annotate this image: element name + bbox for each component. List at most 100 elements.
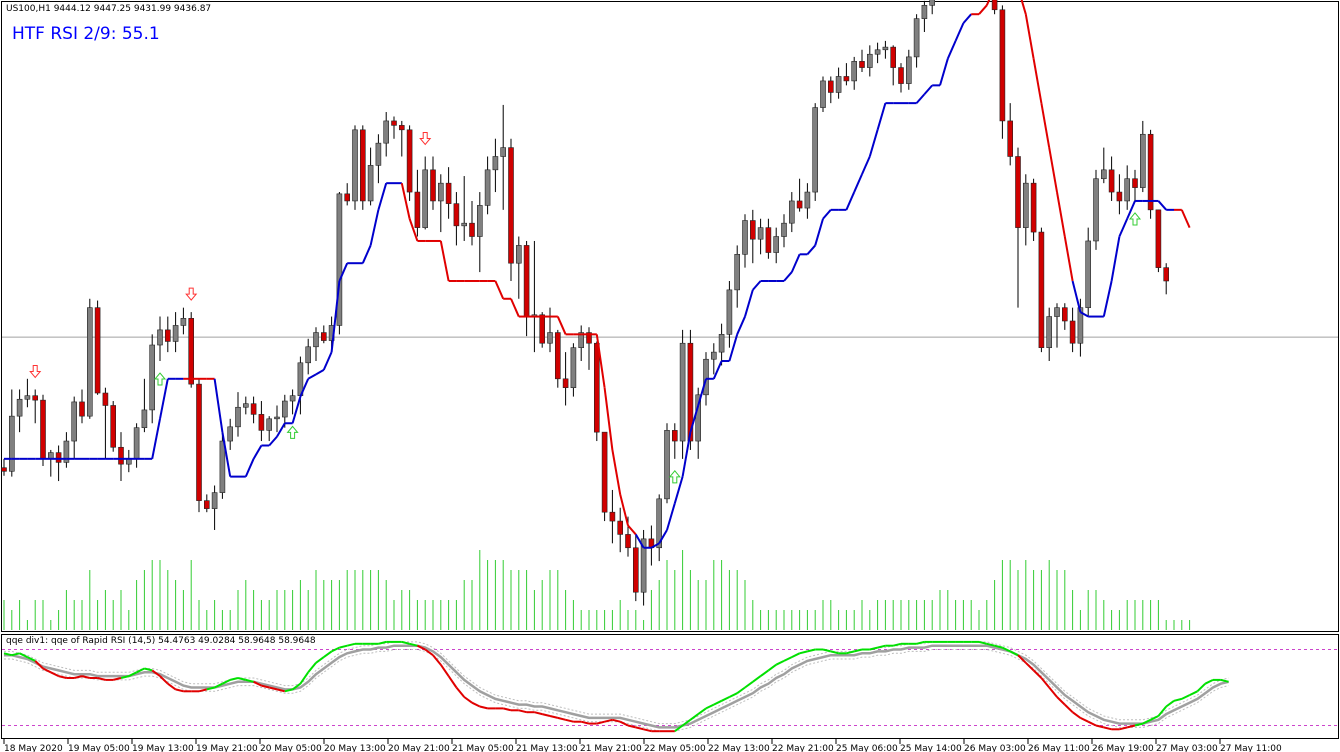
qqe-fast-segment — [1064, 703, 1074, 713]
trail-segment — [611, 449, 622, 495]
qqe-fast-segment — [50, 671, 60, 677]
qqe-fast-segment — [1025, 662, 1035, 672]
qqe-fast-segment — [1134, 722, 1144, 727]
trail-segment — [978, 4, 988, 15]
candle-body — [539, 314, 546, 344]
candle-body — [578, 332, 585, 348]
candle-body — [157, 329, 163, 346]
trail-segment — [221, 431, 232, 477]
qqe-fast-segment — [799, 650, 808, 655]
candle-body — [710, 351, 717, 360]
qqe-fast-segment — [1181, 694, 1191, 700]
candle-body — [274, 416, 280, 420]
volume-histogram — [3, 550, 1191, 630]
time-label: 22 May 21:00 — [772, 744, 834, 752]
trail-segment — [1071, 280, 1082, 313]
qqe-fast-segment — [557, 716, 566, 721]
trail-segment — [299, 378, 310, 397]
qqe-fast-segment — [689, 713, 699, 721]
candle-body — [149, 344, 155, 411]
candle-body — [141, 409, 148, 429]
candle-body — [913, 18, 920, 58]
trail-segment — [252, 444, 263, 460]
candle-body — [593, 342, 600, 433]
candle-body — [281, 400, 288, 418]
htf-rsi-label: HTF RSI 2/9: 55.1 — [12, 24, 160, 44]
qqe-fast-segment — [604, 718, 613, 723]
qqe-fast-segment — [1056, 696, 1066, 706]
candle-body — [484, 169, 491, 206]
trail-segment — [159, 378, 169, 420]
trail-segment — [1063, 236, 1074, 282]
candle-body — [929, 0, 936, 6]
qqe-fast-segment — [1204, 679, 1214, 685]
trail-segment — [595, 334, 606, 388]
candle-body — [703, 358, 709, 396]
candle-body — [344, 193, 351, 202]
candle-body — [1, 467, 7, 472]
candles — [1, 0, 1169, 606]
qqe-fast-segment — [439, 664, 450, 677]
qqe-fast-segment — [1103, 726, 1112, 731]
qqe-fast-segment — [916, 640, 925, 645]
candle-body — [79, 401, 85, 417]
qqe-fast-segment — [175, 688, 184, 693]
qqe-fast-segment — [1157, 705, 1167, 717]
trail-segment — [1110, 236, 1121, 282]
candle-body — [63, 440, 70, 463]
trailing-stop-line — [4, 0, 1191, 549]
qqe-fast-segment — [877, 644, 886, 649]
qqe-band-upper — [4, 641, 1229, 725]
trail-segment — [1102, 280, 1113, 317]
candle-body — [1062, 307, 1068, 322]
candle-body — [999, 9, 1006, 122]
qqe-fast-segment — [1150, 715, 1159, 721]
qqe-fast-segment — [237, 677, 247, 681]
trail-segment — [853, 173, 863, 193]
main-panel-border — [1, 1, 1339, 632]
trail-segment — [985, 0, 991, 6]
qqe-fast-segment — [471, 701, 481, 708]
trail-segment — [868, 129, 879, 157]
qqe-fast-segment — [783, 656, 793, 662]
candle-body — [383, 120, 390, 144]
candle-body — [586, 332, 592, 344]
qqe-fast-segment — [1173, 697, 1183, 702]
trail-segment — [954, 22, 965, 42]
indicator-panel-border — [1, 634, 1339, 739]
qqe-fast-segment — [401, 640, 410, 645]
candle-body — [1015, 156, 1021, 228]
qqe-fast-segment — [268, 686, 278, 691]
candle-body — [437, 182, 444, 202]
trail-segment — [806, 244, 816, 255]
qqe-fast-segment — [81, 675, 91, 679]
candle-body — [718, 334, 725, 353]
trail-segment — [876, 102, 887, 131]
candle-body — [1147, 133, 1154, 211]
time-axis: 18 May 2020 19 May 05:00 19 May 13:00 19 Ma… — [3, 739, 1282, 752]
candle-body — [1085, 240, 1091, 308]
qqe-fast-segment — [1009, 650, 1019, 657]
qqe-fast-segment — [253, 680, 262, 687]
candle-body — [196, 383, 202, 501]
trail-segment — [377, 182, 388, 211]
qqe-fast-segment — [1126, 724, 1136, 729]
trail-segment — [783, 271, 793, 282]
time-label: 26 May 11:00 — [1028, 744, 1090, 752]
arrow-down-icon — [185, 287, 198, 301]
trail-segment — [673, 476, 684, 504]
qqe-fast-segment — [549, 715, 559, 719]
qqe-fast-segment — [1196, 682, 1206, 693]
trail-segment — [728, 334, 739, 362]
candle-body — [250, 403, 257, 415]
candle-body — [266, 418, 273, 431]
trail-segment — [322, 351, 333, 371]
qqe-fast-segment — [752, 675, 762, 683]
trail-segment — [603, 387, 614, 451]
qqe-fast-segment — [3, 652, 13, 657]
trail-segment — [627, 524, 637, 536]
qqe-fast-segment — [713, 699, 723, 706]
time-label: 19 May 21:00 — [196, 744, 258, 752]
